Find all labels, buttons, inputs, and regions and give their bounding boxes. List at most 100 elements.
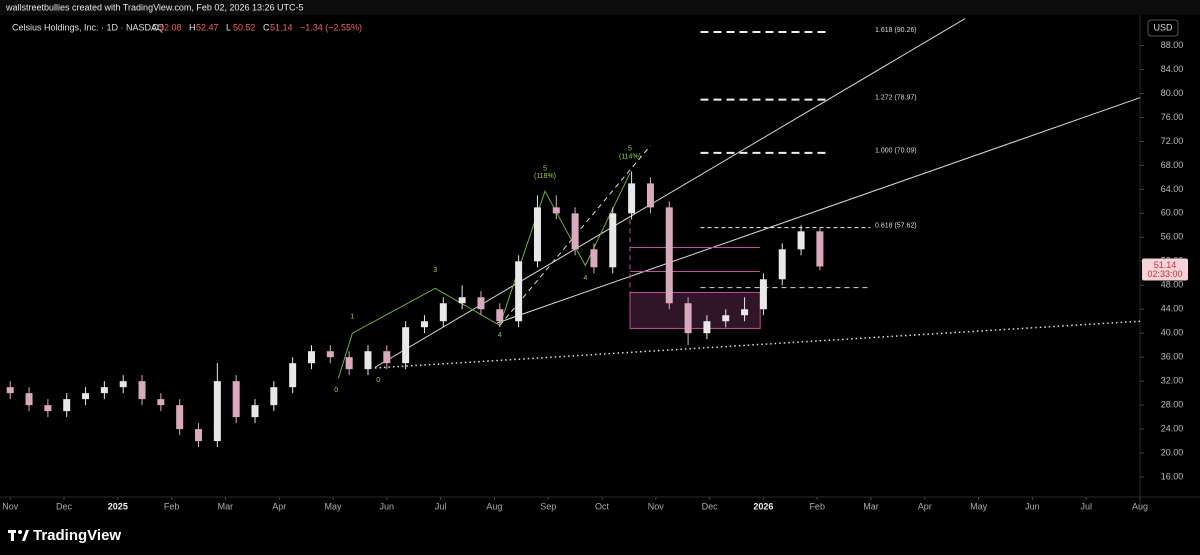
wave-label: 0 bbox=[376, 377, 380, 384]
candle-body bbox=[703, 321, 711, 334]
x-tick-label: Dec bbox=[56, 501, 73, 511]
candle-body bbox=[684, 303, 692, 334]
candle-body bbox=[759, 279, 767, 310]
candle-body bbox=[326, 351, 334, 358]
y-tick-label: 28.00 bbox=[1161, 400, 1184, 410]
fib-label: 1.000 (70.09) bbox=[875, 148, 917, 155]
candle-body bbox=[515, 261, 523, 322]
y-tick-label: 20.00 bbox=[1161, 447, 1184, 457]
y-tick-label: 60.00 bbox=[1161, 208, 1184, 218]
trendline bbox=[496, 97, 1141, 324]
x-tick-label: May bbox=[970, 501, 988, 511]
x-tick-label: Aug bbox=[1132, 501, 1148, 511]
y-tick-label: 48.00 bbox=[1161, 280, 1184, 290]
candle-body bbox=[213, 381, 221, 442]
candle-body bbox=[646, 183, 654, 208]
fib-label: 1.272 (78.97) bbox=[875, 95, 917, 102]
y-tick-label: 40.00 bbox=[1161, 328, 1184, 338]
currency[interactable]: USD bbox=[1153, 22, 1173, 32]
x-tick-label: Mar bbox=[218, 501, 234, 511]
candle-body bbox=[665, 207, 673, 304]
candle-body bbox=[25, 393, 33, 406]
candle-body bbox=[552, 207, 560, 214]
header-bar bbox=[0, 0, 1200, 15]
ohlc-label: L bbox=[226, 22, 231, 32]
zone bbox=[629, 291, 761, 329]
ohlc-value: 52.47 bbox=[196, 22, 219, 32]
x-tick-label: Mar bbox=[863, 501, 879, 511]
x-tick-label: Nov bbox=[2, 501, 19, 511]
candle-body bbox=[420, 321, 428, 328]
candle-body bbox=[609, 213, 617, 268]
price-tag bbox=[1142, 258, 1188, 281]
x-tick-label: Feb bbox=[164, 501, 180, 511]
y-tick-label: 80.00 bbox=[1161, 88, 1184, 98]
candle-body bbox=[628, 183, 636, 214]
candle-body bbox=[458, 297, 466, 304]
ohlc-label: H bbox=[189, 22, 196, 32]
candle-body bbox=[797, 231, 805, 250]
wave-label: 3 bbox=[433, 267, 437, 274]
ohlc-label: C bbox=[263, 22, 270, 32]
x-tick-label: Oct bbox=[595, 501, 610, 511]
candle-body bbox=[345, 357, 353, 370]
plot: 1.618 (90.26) 1.272 (78.97) 1.000 (70.09) 0… bbox=[6, 18, 1141, 448]
ohlc-value: 52.08 bbox=[159, 22, 182, 32]
wave-label: (118%) bbox=[534, 173, 556, 180]
change: −1.34 (−2.55%) bbox=[300, 22, 362, 32]
brand-logo bbox=[8, 530, 29, 541]
candle-body bbox=[289, 363, 297, 388]
x-tick-label: 2025 bbox=[108, 501, 128, 511]
x-tick-label: Dec bbox=[702, 501, 719, 511]
x-tick-label: Nov bbox=[648, 501, 665, 511]
candle-body bbox=[119, 381, 127, 388]
price-tag-value: 51.14 bbox=[1154, 260, 1177, 270]
x-tick-label: Apr bbox=[272, 501, 286, 511]
trendline bbox=[374, 18, 966, 368]
wave-label: 0 bbox=[334, 387, 338, 394]
candle-body bbox=[232, 381, 240, 418]
fib-label: 0.618 (57.62) bbox=[875, 222, 917, 229]
candle-body bbox=[44, 405, 52, 412]
logo-part bbox=[11, 530, 14, 541]
x-tick-label: Apr bbox=[918, 501, 932, 511]
candle-body bbox=[6, 387, 14, 394]
x-tick-label: 2026 bbox=[753, 501, 773, 511]
wave-label: 1 bbox=[350, 313, 354, 320]
candle-body bbox=[195, 429, 203, 442]
y-tick-label: 44.00 bbox=[1161, 304, 1184, 314]
y-tick-label: 32.00 bbox=[1161, 376, 1184, 386]
trendline bbox=[374, 320, 1141, 369]
candle-body bbox=[439, 303, 447, 322]
x-tick-label: Feb bbox=[809, 501, 825, 511]
x-tick-label: Aug bbox=[486, 501, 502, 511]
fib-label: 1.618 (90.26) bbox=[875, 27, 917, 34]
candle-body bbox=[496, 309, 504, 322]
x-tick-label: May bbox=[325, 501, 343, 511]
y-tick-label: 56.00 bbox=[1161, 232, 1184, 242]
candle-body bbox=[251, 405, 259, 418]
x-tick-label: Jul bbox=[435, 501, 447, 511]
logo-part bbox=[22, 530, 29, 541]
ohlc-label: O bbox=[152, 22, 159, 32]
candle-body bbox=[307, 351, 315, 364]
y-tick-label: 88.00 bbox=[1161, 40, 1184, 50]
candle-body bbox=[590, 249, 598, 268]
x-tick-label: Jun bbox=[1025, 501, 1040, 511]
y-tick-label: 16.00 bbox=[1161, 471, 1184, 481]
candle-body bbox=[778, 249, 786, 280]
brand: TradingView bbox=[33, 527, 121, 544]
candle-body bbox=[63, 399, 71, 412]
candle-body bbox=[571, 213, 579, 250]
candle-body bbox=[364, 351, 372, 370]
candle-body bbox=[176, 405, 184, 430]
wave-label: 5 bbox=[543, 165, 547, 172]
candle-body bbox=[138, 381, 146, 400]
wave-label: 4 bbox=[498, 332, 502, 339]
header-text: wallstreetbullies created with TradingVi… bbox=[5, 2, 304, 12]
currency-box[interactable] bbox=[1147, 19, 1179, 37]
candle-body bbox=[477, 297, 485, 310]
candle-body bbox=[270, 387, 278, 406]
